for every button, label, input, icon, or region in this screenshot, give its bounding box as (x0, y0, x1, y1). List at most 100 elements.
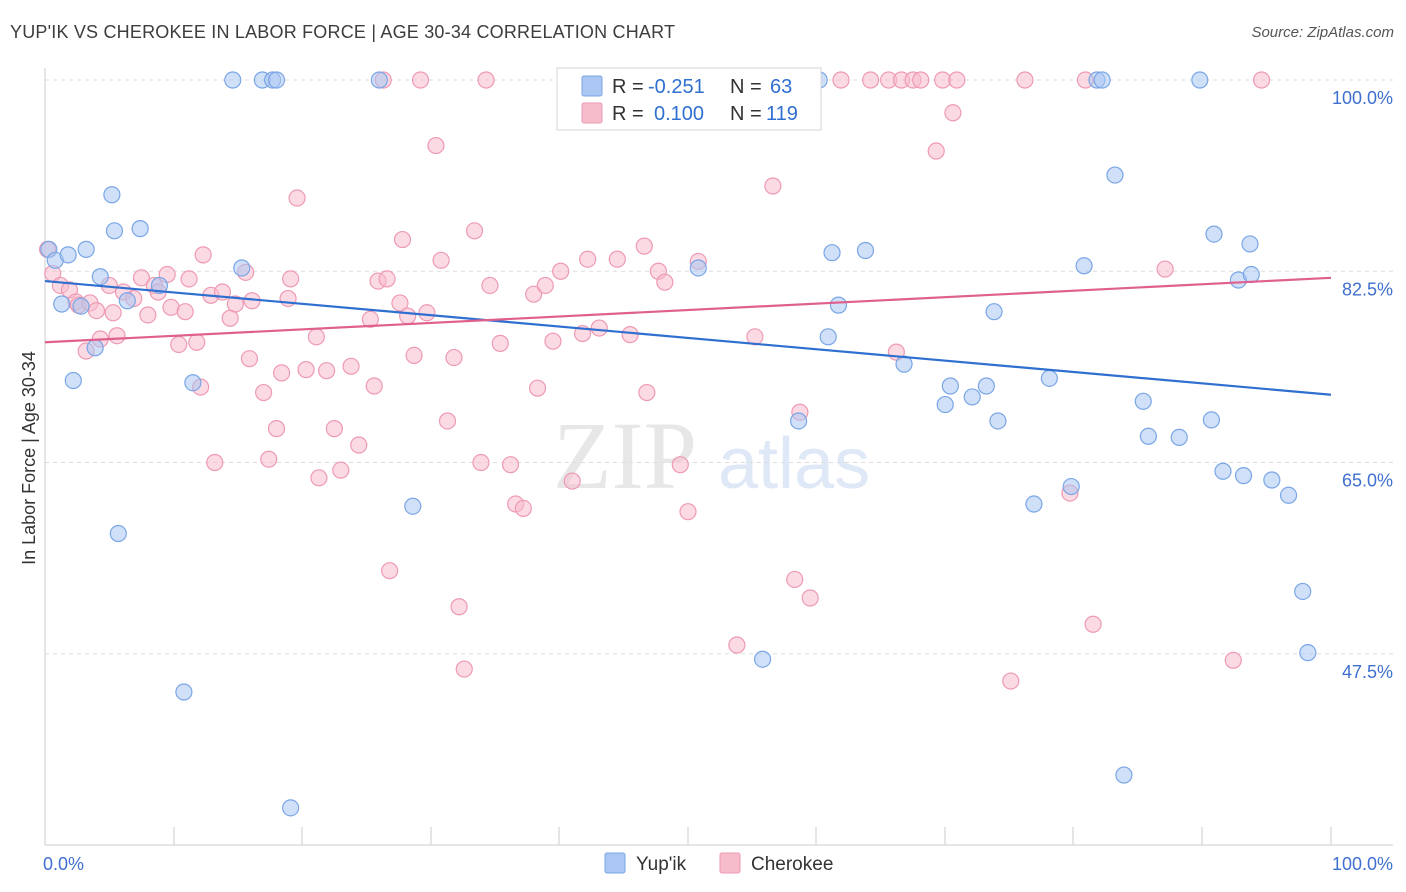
cherokee-point (240, 350, 259, 368)
yupik-point (1062, 477, 1080, 496)
yupik-trend-line (44, 279, 1332, 396)
cherokee-point (1016, 71, 1034, 89)
cherokee-point (472, 453, 490, 472)
cherokee-point (221, 309, 239, 327)
yupik-point (1299, 644, 1317, 662)
yupik-point (59, 246, 77, 264)
cherokee-point (365, 377, 383, 395)
yupik-point (963, 388, 981, 406)
cherokee-point (361, 310, 379, 328)
cherokee-point (318, 362, 336, 380)
cherokee-point (132, 269, 151, 287)
cherokee-point (862, 71, 880, 89)
legend-cherokee-swatch (581, 102, 603, 124)
x-tick-label: 100.0% (1332, 854, 1393, 874)
yupik-point (689, 259, 707, 277)
cherokee-point (1252, 71, 1271, 89)
cherokee-point (432, 251, 450, 269)
yupik-points (40, 71, 1317, 817)
cherokee-point (544, 332, 562, 350)
yupik-point (91, 268, 109, 286)
cherokee-point (255, 383, 273, 402)
cherokee-point (206, 453, 224, 472)
cherokee-points (38, 71, 1271, 690)
cherokee-point (87, 301, 106, 320)
yupik-point (1139, 427, 1157, 445)
cherokee-point (579, 250, 597, 268)
cherokee-point (465, 222, 484, 240)
yupik-point (184, 374, 202, 392)
y-tick-label: 82.5% (1342, 279, 1393, 299)
cherokee-point (1084, 615, 1102, 633)
yupik-point (1025, 495, 1043, 513)
trend-lines (44, 276, 1332, 396)
cherokee-point (393, 230, 412, 249)
cherokee-point (279, 289, 297, 308)
cherokee-point (590, 319, 608, 337)
yupik-point (823, 244, 841, 262)
cherokee-point (310, 469, 328, 487)
cherokee-point (267, 420, 286, 438)
yupik-point (936, 395, 954, 414)
yupik-point (1279, 486, 1298, 504)
cherokee-point (728, 636, 746, 654)
yupik-point (753, 650, 772, 668)
cherokee-point (525, 285, 543, 303)
legend-yupik-n-label: N = (730, 76, 762, 98)
yupik-point (1106, 166, 1124, 184)
yupik-point (1191, 71, 1209, 89)
cherokee-point (282, 270, 300, 288)
yupik-point (1242, 265, 1260, 284)
cherokee-point (405, 346, 423, 364)
y-tick-label: 65.0% (1342, 471, 1393, 491)
cherokee-point (297, 361, 315, 379)
cherokee-point (1224, 651, 1242, 669)
cherokee-point (104, 304, 122, 322)
cherokee-point (194, 246, 212, 264)
cherokee-point (399, 307, 417, 325)
y-tick-label: 100.0% (1332, 88, 1393, 108)
source-credit: Source: ZipAtlas.com (1251, 24, 1394, 41)
yupik-point (72, 297, 90, 315)
x-tick-label: 0.0% (43, 854, 84, 874)
cherokee-point (411, 71, 430, 89)
cherokee-point (273, 364, 291, 382)
cherokee-point (450, 598, 468, 616)
axes: 47.5% 65.0% 82.5% 100.0% 0.0% 100.0% (43, 68, 1393, 874)
legend-cherokee-n-label: N = (730, 103, 762, 125)
cherokee-point (944, 104, 962, 122)
yupik-point (789, 412, 808, 430)
cherokee-point (188, 333, 206, 351)
cherokee-point (378, 270, 396, 288)
y-tick-label: 47.5% (1342, 662, 1393, 682)
cherokee-point (307, 328, 325, 346)
yupik-point (118, 292, 136, 310)
cherokee-point (139, 306, 157, 324)
cherokee-point (391, 294, 409, 312)
cherokee-point (477, 71, 495, 89)
cherokee-point (536, 276, 554, 295)
yupik-point (1241, 235, 1259, 253)
cherokee-point (638, 383, 656, 402)
cherokee-point (445, 348, 463, 367)
cherokee-point (1156, 260, 1174, 278)
legend-bottom-cherokee-swatch (719, 852, 741, 874)
legend-bottom-cherokee-label: Cherokee (751, 854, 833, 875)
cherokee-point (427, 136, 445, 155)
cherokee-point (1002, 672, 1020, 690)
cherokee-point (481, 276, 499, 295)
cherokee-point (801, 589, 819, 607)
legend-yupik-swatch (581, 75, 603, 97)
yupik-point (1234, 467, 1253, 485)
legend-cherokee-r-label: R = (612, 103, 644, 125)
cherokee-point (350, 436, 368, 454)
yupik-point (150, 276, 169, 295)
yupik-point (105, 222, 124, 240)
cherokee-point (455, 660, 473, 678)
cherokee-point (786, 570, 804, 589)
cherokee-point (180, 270, 198, 288)
cherokee-point (656, 273, 674, 291)
yupik-point (856, 241, 875, 260)
cherokee-point (418, 304, 436, 322)
